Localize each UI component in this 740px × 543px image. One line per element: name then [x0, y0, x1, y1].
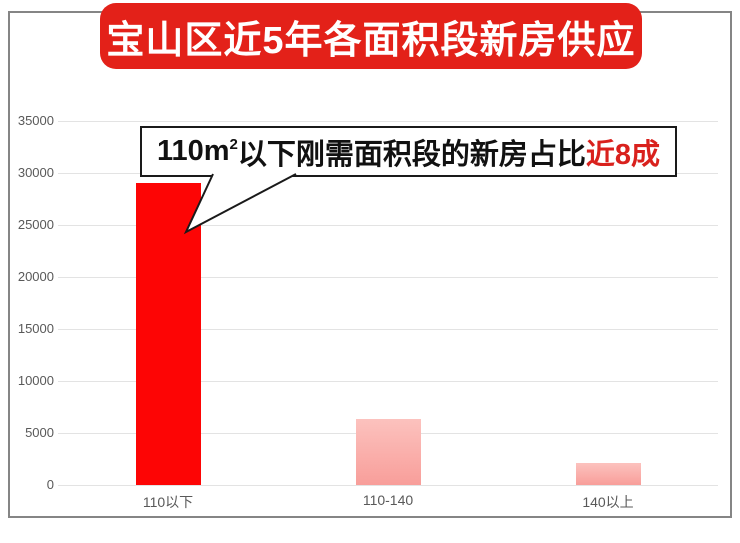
callout-text-prefix: 110m [156, 135, 230, 167]
plot-area [58, 121, 718, 486]
x-category-label-110以下: 110以下 [142, 494, 194, 510]
x-axis-category-labels: 110以下 110-140 140以上 [58, 492, 718, 514]
gridline-10000 [58, 381, 718, 382]
bar-140以上 [575, 463, 641, 485]
callout-text-highlight: 近8成 [585, 138, 661, 171]
chart-title: 宝山区近5年各面积段新房供应 [106, 19, 636, 62]
y-tick-label-35000: 35000 [17, 113, 54, 128]
y-tick-label-15000: 15000 [17, 321, 54, 336]
y-tick-label-20000: 20000 [17, 269, 54, 284]
bar-110-140 [355, 419, 421, 485]
y-tick-label-5000: 5000 [25, 425, 54, 440]
y-tick-label-10000: 10000 [17, 373, 54, 388]
gridline-20000 [58, 277, 718, 278]
y-tick-label-30000: 30000 [17, 165, 54, 180]
callout-bubble: 110m 2 以下刚需面积段的新房占比 近8成 [140, 126, 677, 177]
x-category-label-110-140: 110-140 [362, 492, 414, 508]
y-axis-tick-labels: 0 5000 10000 15000 20000 25000 30000 35000 [0, 0, 54, 543]
gridline-0 [58, 485, 718, 486]
y-tick-label-25000: 25000 [17, 217, 54, 232]
gridline-15000 [58, 329, 718, 330]
y-tick-label-0: 0 [46, 477, 54, 492]
gridline-25000 [58, 225, 718, 226]
callout-text-body: 以下刚需面积段的新房占比 [237, 138, 586, 171]
chart-title-banner: 宝山区近5年各面积段新房供应 [100, 3, 642, 69]
gridline-35000 [58, 121, 718, 122]
x-category-label-140以上: 140以上 [582, 494, 634, 510]
bar-110以下 [135, 183, 201, 485]
